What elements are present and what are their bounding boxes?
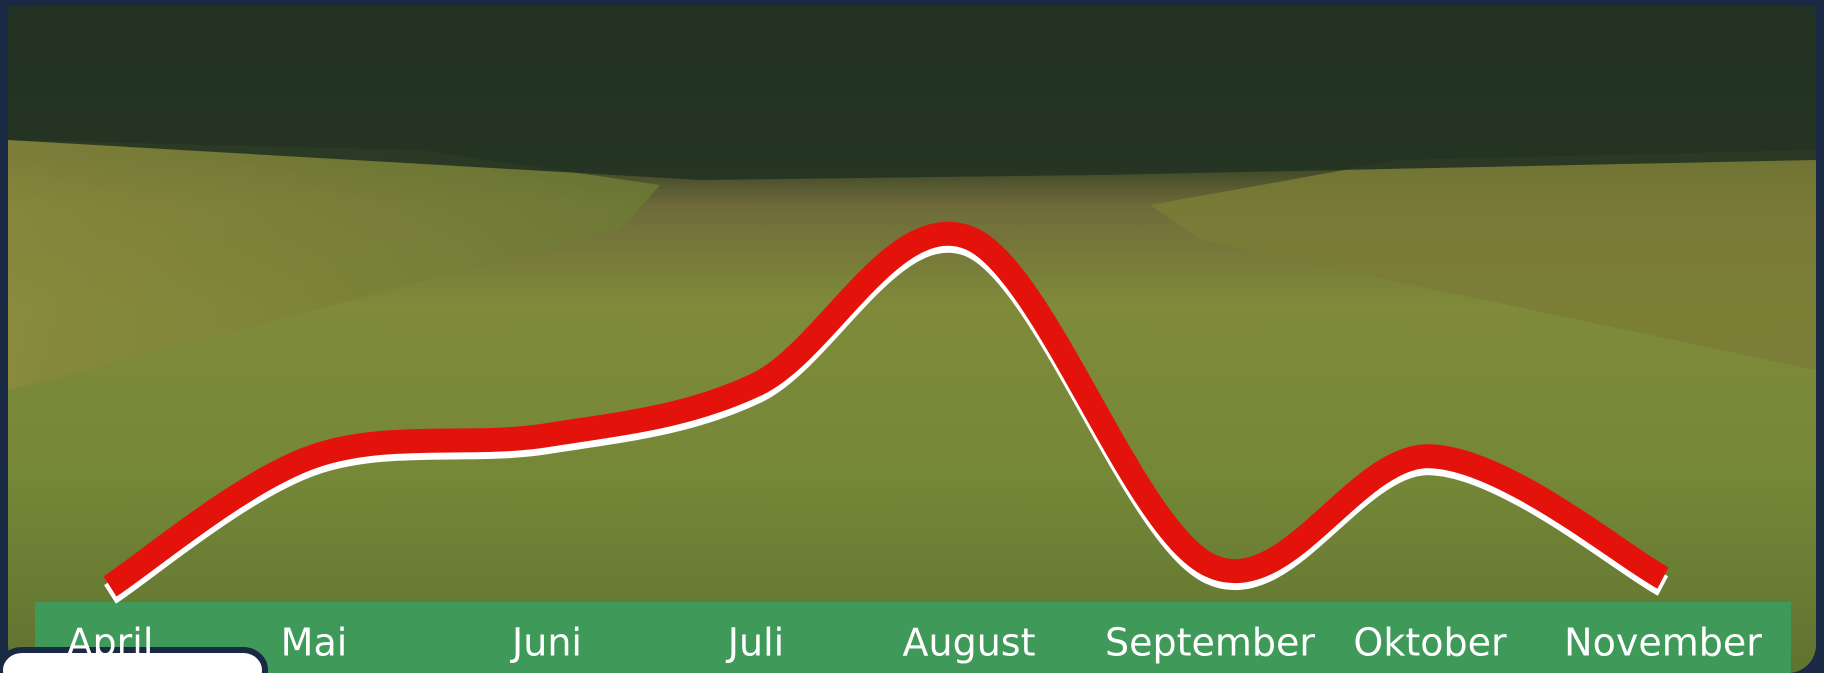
x-tick-label: September bbox=[1105, 621, 1315, 665]
x-tick-label: Mai bbox=[281, 621, 348, 665]
x-tick-label: November bbox=[1564, 621, 1762, 665]
x-tick-label: April bbox=[67, 621, 154, 665]
x-tick-label: Juli bbox=[726, 621, 784, 665]
chart: April Mai Juni Juli August September Oktober No… bbox=[0, 0, 1824, 673]
page: April Mai Juni Juli August September Oktober No… bbox=[0, 0, 1824, 673]
x-tick-label: August bbox=[903, 621, 1036, 665]
x-tick-label: Oktober bbox=[1353, 621, 1507, 665]
x-tick-label: Juni bbox=[510, 621, 582, 665]
forest bbox=[8, 6, 1816, 180]
